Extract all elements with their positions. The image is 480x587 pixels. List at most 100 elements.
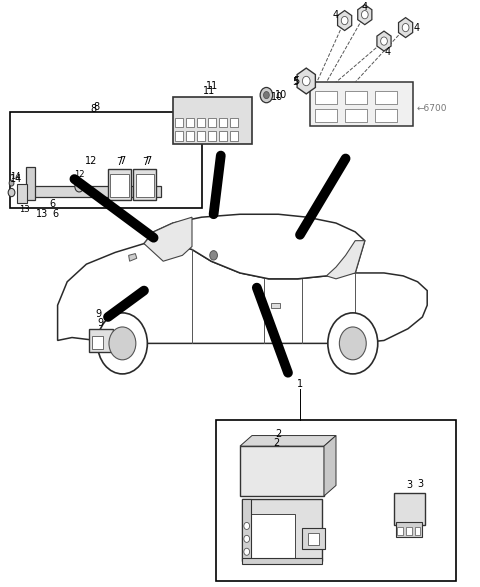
Polygon shape xyxy=(129,254,137,261)
Text: 8: 8 xyxy=(91,103,96,114)
Polygon shape xyxy=(58,244,427,343)
Text: 4: 4 xyxy=(385,46,391,57)
Text: 7: 7 xyxy=(142,157,148,167)
Text: 4: 4 xyxy=(333,9,339,20)
Bar xyxy=(175,131,183,141)
Circle shape xyxy=(75,181,84,192)
Text: 9: 9 xyxy=(96,309,101,319)
Polygon shape xyxy=(326,241,365,279)
Circle shape xyxy=(244,548,250,555)
Text: 13: 13 xyxy=(36,209,48,220)
Bar xyxy=(197,131,205,141)
Circle shape xyxy=(8,188,15,197)
Text: 3: 3 xyxy=(417,479,423,490)
Bar xyxy=(315,91,337,104)
Text: 3: 3 xyxy=(406,480,412,491)
Bar xyxy=(230,131,238,141)
Circle shape xyxy=(341,16,348,25)
Polygon shape xyxy=(358,5,372,25)
Text: 8: 8 xyxy=(93,102,99,112)
Circle shape xyxy=(97,313,147,374)
Bar xyxy=(219,118,227,127)
Circle shape xyxy=(210,251,217,260)
Bar xyxy=(308,533,319,545)
Text: 10: 10 xyxy=(275,90,287,100)
Circle shape xyxy=(264,92,269,99)
Text: 4: 4 xyxy=(414,22,420,33)
Text: 7: 7 xyxy=(119,156,126,167)
Text: 4: 4 xyxy=(362,2,368,12)
Text: 6: 6 xyxy=(52,209,58,220)
Text: 2: 2 xyxy=(275,429,282,440)
Bar xyxy=(89,329,113,352)
Circle shape xyxy=(244,535,250,542)
Text: 5: 5 xyxy=(293,76,299,86)
Bar xyxy=(242,499,322,561)
Bar xyxy=(136,174,154,197)
Text: 12: 12 xyxy=(74,170,84,179)
Bar xyxy=(216,420,456,581)
Bar xyxy=(175,118,183,127)
Circle shape xyxy=(260,87,273,103)
Bar xyxy=(240,446,324,496)
Bar xyxy=(396,522,422,537)
Circle shape xyxy=(361,11,368,19)
Bar xyxy=(406,527,412,535)
Circle shape xyxy=(244,522,250,529)
Polygon shape xyxy=(324,436,336,496)
Bar xyxy=(271,303,280,308)
Circle shape xyxy=(381,37,387,45)
Polygon shape xyxy=(144,214,365,279)
Bar xyxy=(242,499,251,561)
Text: 7: 7 xyxy=(145,156,152,167)
Polygon shape xyxy=(240,436,336,446)
Bar xyxy=(242,558,322,564)
Text: 10: 10 xyxy=(271,92,284,102)
Circle shape xyxy=(302,76,310,86)
Text: 11: 11 xyxy=(206,81,218,92)
Polygon shape xyxy=(337,11,352,31)
Bar xyxy=(31,186,161,197)
Bar xyxy=(10,112,202,208)
Bar xyxy=(208,131,216,141)
Bar xyxy=(415,527,420,535)
Bar xyxy=(17,184,27,203)
Text: 14: 14 xyxy=(11,171,21,181)
Text: 6: 6 xyxy=(50,199,56,210)
Circle shape xyxy=(328,313,378,374)
Circle shape xyxy=(339,327,366,360)
Text: ←6700: ←6700 xyxy=(417,104,447,113)
Text: 5: 5 xyxy=(292,77,299,87)
Bar xyxy=(394,493,425,525)
Text: 9: 9 xyxy=(98,318,104,328)
Bar xyxy=(375,109,397,122)
Text: 2: 2 xyxy=(273,438,279,448)
Bar xyxy=(230,118,238,127)
Text: 11: 11 xyxy=(203,86,215,96)
Bar xyxy=(108,169,131,200)
Text: 7: 7 xyxy=(116,157,123,167)
Bar xyxy=(110,174,129,197)
Circle shape xyxy=(109,327,136,360)
Bar xyxy=(219,131,227,141)
Bar xyxy=(173,97,252,144)
Bar xyxy=(397,527,403,535)
Bar xyxy=(310,82,413,126)
Bar xyxy=(186,118,194,127)
Bar xyxy=(345,109,367,122)
Bar xyxy=(197,118,205,127)
Bar xyxy=(133,169,156,200)
Circle shape xyxy=(9,180,14,186)
Polygon shape xyxy=(297,68,315,94)
Text: 12: 12 xyxy=(85,156,97,167)
Bar xyxy=(26,167,35,200)
Bar xyxy=(345,91,367,104)
Circle shape xyxy=(402,23,409,32)
Bar xyxy=(302,528,325,549)
Polygon shape xyxy=(398,18,413,38)
Text: 13: 13 xyxy=(19,205,30,214)
Bar xyxy=(186,131,194,141)
Bar xyxy=(250,514,295,558)
Bar xyxy=(208,118,216,127)
Bar xyxy=(315,109,337,122)
